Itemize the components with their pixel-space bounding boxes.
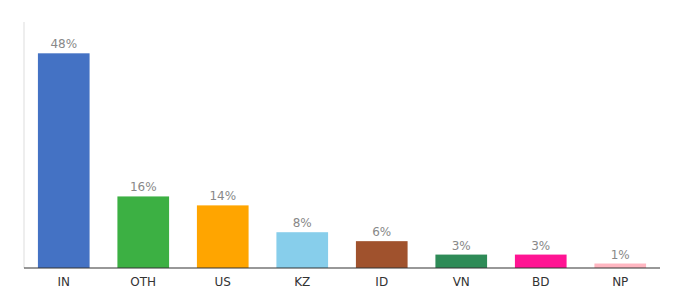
- data-label: 1%: [611, 248, 630, 262]
- bars: [38, 53, 646, 268]
- x-tick-label: NP: [612, 275, 628, 289]
- bar: [276, 232, 328, 268]
- bar: [38, 53, 90, 268]
- data-label: 3%: [531, 239, 550, 253]
- y-axis-line: [24, 22, 25, 268]
- data-label: 48%: [50, 37, 77, 51]
- x-tick-label: BD: [532, 275, 549, 289]
- bar: [594, 264, 646, 268]
- x-tick-label: IN: [57, 275, 70, 289]
- chart-container: 48% IN 16% OTH 14% US 8% KZ 6% ID 3% VN 3% BD 1% NP: [0, 0, 680, 300]
- data-label: 6%: [372, 225, 391, 239]
- data-label: 14%: [209, 189, 236, 203]
- x-tick-label: OTH: [130, 275, 156, 289]
- bar: [356, 241, 408, 268]
- x-tick-label: KZ: [294, 275, 310, 289]
- x-tick-label: VN: [453, 275, 470, 289]
- x-tick-label: ID: [375, 275, 388, 289]
- bar: [197, 205, 249, 268]
- data-label: 16%: [130, 180, 157, 194]
- bar: [117, 196, 169, 268]
- x-tick-label: US: [215, 275, 231, 289]
- data-label: 3%: [452, 239, 471, 253]
- chart-svg: 48% IN 16% OTH 14% US 8% KZ 6% ID 3% VN 3% BD 1% NP: [0, 0, 680, 300]
- x-axis-line: [24, 267, 660, 268]
- bar: [435, 255, 487, 268]
- bar: [515, 255, 567, 268]
- data-label: 8%: [293, 216, 312, 230]
